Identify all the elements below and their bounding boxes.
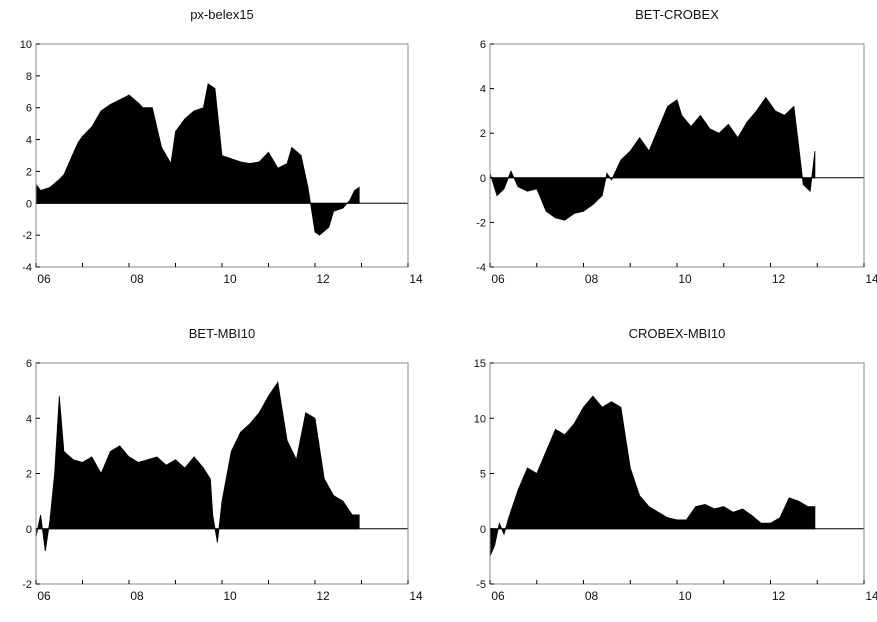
panel-px-belex15: px-belex15 -4 -2 0 2 4 6 8 10 06 08 10 12 14 — [20, 7, 423, 286]
y-tick-label: -2 — [22, 230, 32, 242]
chart-title: px-belex15 — [190, 7, 254, 22]
y-tick-label: 4 — [26, 135, 32, 147]
y-tick-label: -2 — [476, 217, 486, 229]
x-tick-label: 08 — [130, 272, 144, 286]
x-tick-label: 12 — [772, 589, 786, 603]
y-tick-label: -2 — [22, 579, 32, 591]
x-tick-label: 06 — [37, 272, 51, 286]
x-tick-label: 10 — [223, 589, 237, 603]
y-tick-label: 6 — [26, 358, 32, 370]
y-tick-label: 0 — [26, 198, 32, 210]
panel-bet-mbi10: BET-MBI10 -2 0 2 4 6 06 08 10 12 14 — [22, 326, 423, 603]
x-tick-label: 10 — [678, 589, 692, 603]
y-tick-label: 10 — [20, 39, 32, 51]
y-tick-label: 2 — [26, 469, 32, 481]
y-tick-label: 2 — [26, 166, 32, 178]
y-tick-label: 6 — [26, 103, 32, 115]
x-tick-label: 06 — [491, 589, 505, 603]
y-tick-label: -5 — [476, 579, 486, 591]
y-tick-label: 4 — [480, 84, 486, 96]
x-tick-label: 08 — [130, 589, 144, 603]
y-tick-label: 0 — [480, 173, 486, 185]
chart-title: BET-CROBEX — [635, 7, 719, 22]
y-tick-label: 5 — [480, 469, 486, 481]
y-tick-label: 10 — [474, 413, 486, 425]
y-tick-label: 2 — [480, 128, 486, 140]
y-tick-label: -4 — [476, 262, 486, 274]
y-tick-label: 15 — [474, 358, 486, 370]
x-tick-label: 10 — [678, 272, 692, 286]
x-tick-label: 14 — [865, 589, 877, 603]
x-tick-label: 08 — [585, 589, 599, 603]
x-tick-label: 12 — [316, 272, 330, 286]
x-tick-label: 12 — [772, 272, 786, 286]
series-area — [489, 96, 816, 221]
y-tick-label: 8 — [26, 71, 32, 83]
panel-bet-crobex: BET-CROBEX -4 -2 0 2 4 6 06 08 10 12 14 — [476, 7, 877, 286]
panel-crobex-mbi10: CROBEX-MBI10 -5 0 5 10 15 06 08 10 12 14 — [474, 326, 877, 603]
y-tick-label: 6 — [480, 39, 486, 51]
x-tick-label: 14 — [409, 589, 423, 603]
series-area — [35, 83, 360, 236]
series-area — [35, 381, 360, 551]
y-tick-label: 0 — [26, 524, 32, 536]
y-tick-label: 4 — [26, 413, 32, 425]
x-tick-label: 14 — [865, 272, 877, 286]
x-tick-label: 08 — [585, 272, 599, 286]
chart-title: BET-MBI10 — [189, 326, 255, 341]
x-tick-label: 06 — [37, 589, 51, 603]
y-tick-label: 0 — [480, 524, 486, 536]
x-tick-label: 10 — [223, 272, 237, 286]
x-tick-label: 06 — [491, 272, 505, 286]
chart-title: CROBEX-MBI10 — [629, 326, 726, 341]
series-area — [489, 395, 816, 557]
x-tick-label: 14 — [409, 272, 423, 286]
x-tick-label: 12 — [316, 589, 330, 603]
y-tick-label: -4 — [22, 262, 32, 274]
